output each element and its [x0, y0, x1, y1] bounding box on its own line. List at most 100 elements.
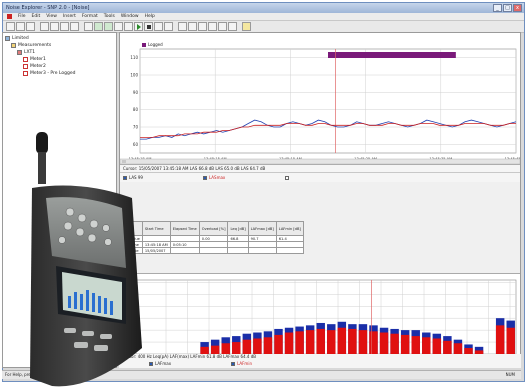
- keypad-icon: [58, 207, 112, 246]
- grid-2-icon[interactable]: [188, 22, 197, 31]
- forward-icon[interactable]: [164, 22, 173, 31]
- help-icon[interactable]: [242, 22, 251, 31]
- y-tick-label: 70: [133, 125, 139, 130]
- top-chart-legend: Logged: [142, 42, 163, 47]
- table-header: LAFmin [dB]: [275, 221, 304, 236]
- zoom-icon[interactable]: [94, 22, 103, 31]
- minimize-button[interactable]: _: [493, 4, 502, 12]
- bar-lafmin: [305, 330, 315, 354]
- window-title: Noise Explorer - SNP 2.0 - [Noise]: [6, 5, 90, 11]
- marker-icon[interactable]: [114, 22, 123, 31]
- cursor-icon[interactable]: [104, 22, 113, 31]
- spectrum-svg: 60504030201002031.5508012520031550080012…: [129, 279, 517, 361]
- bar-lafmin: [400, 334, 410, 354]
- save-icon[interactable]: [26, 22, 35, 31]
- checkbox[interactable]: [123, 175, 127, 180]
- app-menu-icon[interactable]: [7, 14, 12, 19]
- checkbox[interactable]: [231, 361, 236, 366]
- bar-lafmin: [284, 332, 294, 354]
- meter-icon: [17, 50, 22, 55]
- print-icon[interactable]: [40, 22, 49, 31]
- bar-lafmin: [337, 327, 347, 354]
- play-icon[interactable]: [134, 22, 143, 31]
- tree-item-measurements[interactable]: Measurements: [5, 42, 114, 49]
- menu-bar: File Edit View Insert Format Tools Windo…: [3, 13, 524, 21]
- checkbox[interactable]: [149, 361, 153, 366]
- grid-6-icon[interactable]: [228, 22, 237, 31]
- bar-lafmin: [263, 337, 273, 354]
- menu-view[interactable]: View: [46, 14, 57, 19]
- menu-window[interactable]: Window: [120, 14, 139, 19]
- checkbox[interactable]: [285, 175, 290, 180]
- grid-1-icon[interactable]: [178, 22, 187, 31]
- copy-icon[interactable]: [50, 22, 59, 31]
- table-row: Date 15/05/2007: [122, 247, 304, 254]
- menu-tools[interactable]: Tools: [103, 14, 115, 19]
- time-history-svg: 1101009080706013:45:18 AM13:45:15 AM13:4…: [119, 48, 527, 165]
- screen-bars-icon: [68, 290, 113, 315]
- bar-lafmin: [210, 345, 220, 354]
- grid-3-icon[interactable]: [198, 22, 207, 31]
- bar-lafmin: [390, 333, 399, 354]
- paste-icon[interactable]: [60, 22, 69, 31]
- tree-item-meter2[interactable]: Meter2: [5, 63, 114, 70]
- y-tick-label: 90: [133, 90, 139, 95]
- microphone-icon: [36, 132, 48, 154]
- open-icon[interactable]: [16, 22, 25, 31]
- bar-lafmin: [221, 343, 230, 354]
- scrollbar-thumb: [122, 160, 126, 163]
- checkbox[interactable]: [202, 175, 207, 180]
- chart-icon[interactable]: [124, 22, 133, 31]
- bar-lafmin: [274, 334, 283, 354]
- bar-lafmin: [495, 325, 505, 354]
- y-tick-label: 80: [133, 107, 139, 112]
- new-icon[interactable]: [6, 22, 15, 31]
- main-pane: Logged 1101009080706013:45:18 AM13:45:15…: [119, 32, 527, 368]
- close-button[interactable]: x: [513, 4, 522, 12]
- bar-lafmin: [443, 340, 452, 354]
- bar-lafmin: [379, 332, 389, 354]
- series-line-1: [140, 123, 516, 138]
- bar-lafmin: [358, 330, 368, 354]
- bar-lafmin: [369, 331, 378, 354]
- toggle-third[interactable]: [285, 175, 291, 180]
- spectrum-readout: Cursor: 400 Hz Leq(pA) LAF(max) LAFmin 6…: [119, 354, 521, 368]
- maximize-button[interactable]: □: [503, 4, 512, 12]
- status-num: NUM: [505, 372, 515, 377]
- horizontal-scrollbar: [119, 158, 521, 165]
- y-tick-label: 100: [130, 73, 138, 78]
- bar-lafmin: [464, 348, 473, 354]
- toggle-lasmax[interactable]: LASmax: [202, 175, 225, 180]
- time-history-chart[interactable]: Logged 1101009080706013:45:18 AM13:45:15…: [119, 33, 527, 165]
- tree-item-lxt1[interactable]: LXT1: [5, 49, 114, 56]
- menu-edit[interactable]: Edit: [31, 14, 41, 19]
- menu-insert[interactable]: Insert: [62, 14, 76, 19]
- delete-icon[interactable]: [70, 22, 79, 31]
- document-icon: [23, 71, 28, 76]
- toggle-las99[interactable]: LAS 99: [123, 175, 143, 180]
- sound-level-meter-image: [30, 132, 142, 387]
- stop-icon[interactable]: [144, 22, 153, 31]
- computer-icon: [5, 36, 10, 41]
- tree-item-limited[interactable]: Limited: [5, 35, 114, 42]
- table-header: Overload [%]: [198, 221, 229, 236]
- menu-file[interactable]: File: [18, 14, 26, 19]
- bar-lafmin: [316, 328, 325, 354]
- rewind-icon[interactable]: [154, 22, 163, 31]
- table-header: Leq [dB]: [227, 221, 249, 236]
- grid-5-icon[interactable]: [218, 22, 227, 31]
- y-tick-label: 110: [130, 55, 138, 60]
- tree-item-meter3[interactable]: Meter3 - Pre Logged: [5, 70, 114, 77]
- toggle-lafmin[interactable]: LAFmin: [231, 361, 252, 366]
- grid-4-icon[interactable]: [208, 22, 217, 31]
- legend-swatch: [142, 42, 146, 47]
- menu-help[interactable]: Help: [144, 14, 155, 19]
- toggle-lafmax[interactable]: LAFmax: [149, 361, 171, 366]
- menu-format[interactable]: Format: [81, 14, 98, 19]
- bar-lafmin: [253, 338, 262, 354]
- tree-item-meter1[interactable]: Meter1: [5, 56, 114, 63]
- spectrum-chart[interactable]: 60504030201002031.5508012520031550080012…: [120, 273, 520, 367]
- plot-frame: [139, 48, 517, 154]
- pointer-icon[interactable]: [84, 22, 93, 31]
- bar-lafmin: [200, 346, 209, 354]
